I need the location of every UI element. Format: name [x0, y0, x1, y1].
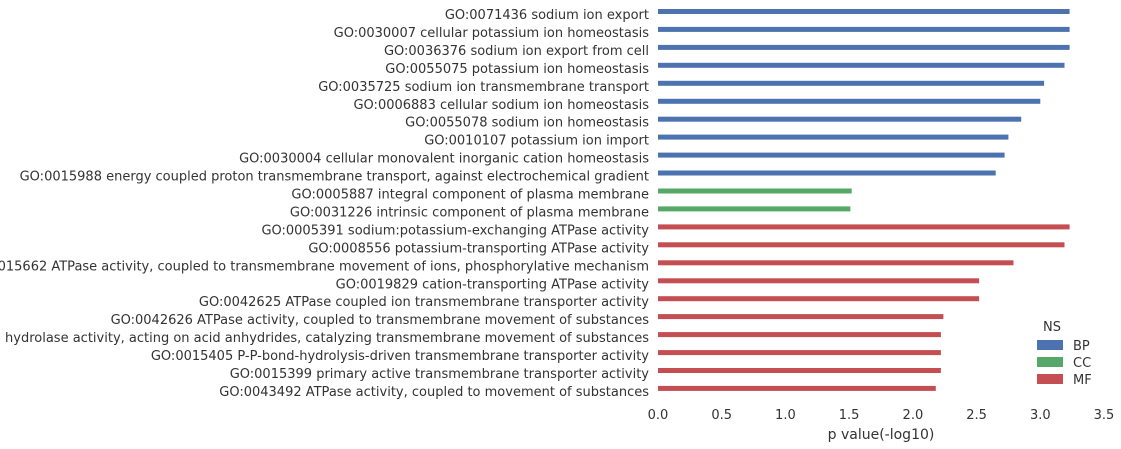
bar-mf: [658, 242, 1065, 248]
bar-bp: [658, 62, 1065, 68]
category-label: GO:0015405 P-P-bond-hydrolysis-driven tr…: [151, 349, 649, 364]
category-labels: GO:0071436 sodium ion export GO:0030007 c…: [0, 8, 649, 400]
bar-bp: [658, 26, 1070, 32]
category-label: GO:0008556 potassium-transporting ATPase…: [308, 241, 649, 256]
bar-cc: [658, 188, 852, 194]
x-tick-label: 2.0: [903, 408, 924, 423]
bar-mf: [658, 332, 941, 338]
bar-mf: [658, 350, 941, 356]
category-label: GO:0055075 potassium ion homeostasis: [385, 62, 649, 77]
category-label: GO:0042625 ATPase coupled ion transmembr…: [199, 295, 649, 310]
bar-bp: [658, 9, 1070, 14]
category-label: GO:0036376 sodium ion export from cell: [384, 44, 649, 59]
category-label: GO:0030007 cellular potassium ion homeos…: [334, 26, 650, 41]
legend-label-cc: CC: [1073, 356, 1091, 371]
x-tick-label: 3.5: [1094, 408, 1115, 423]
category-label: GO:0031226 intrinsic component of plasma…: [290, 205, 649, 220]
bar-bp: [658, 134, 1009, 140]
bar-bp: [658, 98, 1041, 104]
x-tick-label: 0.5: [711, 408, 732, 423]
category-label: GO:0055078 sodium ion homeostasis: [405, 116, 649, 131]
bar-bp: [658, 116, 1022, 122]
x-tick-label: 3.0: [1030, 408, 1051, 423]
bar-mf: [658, 314, 944, 320]
bar-mf: [658, 296, 980, 302]
category-label: GO:0010107 potassium ion import: [424, 134, 649, 149]
x-tick-label: 1.0: [775, 408, 796, 423]
bar-cc: [658, 206, 851, 212]
legend-swatch-cc: [1037, 357, 1063, 367]
category-label: GO:0005887 integral component of plasma …: [291, 188, 649, 203]
category-label: GO:0016820 hydrolase activity, acting on…: [0, 331, 649, 346]
category-label: GO:0006883 cellular sodium ion homeostas…: [353, 98, 649, 113]
category-label: GO:0019829 cation-transporting ATPase ac…: [336, 277, 650, 292]
bar-mf: [658, 278, 980, 284]
bar-mf: [658, 224, 1070, 230]
legend-title: NS: [1043, 320, 1061, 335]
legend-label-bp: BP: [1073, 339, 1090, 354]
category-label: GO:0015399 primary active transmembrane …: [230, 367, 650, 382]
bar-bp: [658, 152, 1005, 158]
legend-swatch-mf: [1037, 374, 1063, 384]
bar-mf: [658, 260, 1014, 266]
category-label: GO:0015662 ATPase activity, coupled to t…: [0, 259, 649, 274]
x-tick-label: 0.0: [648, 408, 669, 423]
category-label: GO:0030004 cellular monovalent inorganic…: [239, 152, 649, 167]
category-label: GO:0042626 ATPase activity, coupled to t…: [111, 313, 650, 328]
bar-bp: [658, 80, 1045, 86]
bar-mf: [658, 385, 936, 391]
bars-group: [658, 9, 1070, 391]
legend-label-mf: MF: [1073, 373, 1092, 388]
legend-swatch-bp: [1037, 340, 1063, 350]
bar-bp: [658, 170, 996, 176]
x-axis-title: p value(-log10): [828, 427, 935, 443]
category-label: GO:0071436 sodium ion export: [445, 8, 649, 23]
x-axis-ticks: 0.0 0.5 1.0 1.5 2.0 2.5 3.0 3.5: [648, 408, 1115, 423]
category-label: GO:0035725 sodium ion transmembrane tran…: [318, 80, 649, 95]
x-tick-label: 2.5: [966, 408, 987, 423]
category-label: GO:0015988 energy coupled proton transme…: [20, 170, 649, 185]
legend: NS BP CC MF: [1037, 320, 1092, 388]
category-label: GO:0043492 ATPase activity, coupled to m…: [219, 385, 649, 400]
bar-mf: [658, 368, 941, 373]
category-label: GO:0005391 sodium:potassium-exchanging A…: [261, 223, 649, 238]
x-tick-label: 1.5: [839, 408, 860, 423]
bar-bp: [658, 44, 1070, 50]
